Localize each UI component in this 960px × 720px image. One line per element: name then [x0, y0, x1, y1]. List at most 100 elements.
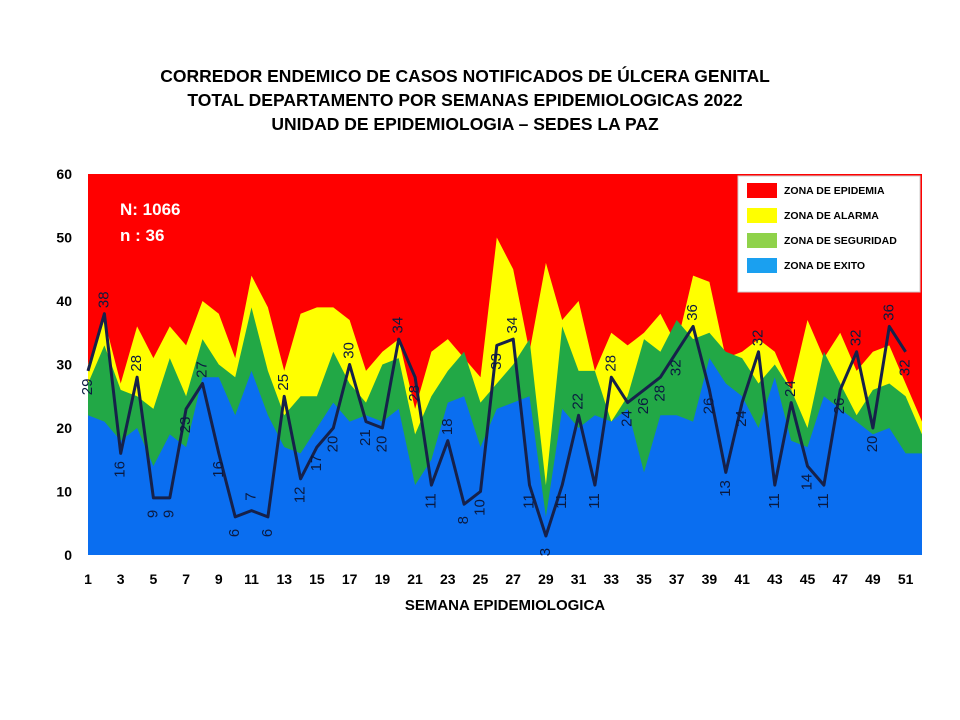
data-label: 28	[651, 385, 668, 402]
annotation-n-current: n : 36	[120, 226, 164, 245]
x-tick-label: 27	[505, 571, 521, 587]
legend-label: ZONA DE EPIDEMIA	[784, 185, 885, 197]
data-label: 26	[635, 398, 652, 415]
data-label: 24	[619, 410, 636, 427]
data-label: 11	[586, 493, 603, 509]
x-tick-label: 39	[702, 571, 718, 587]
x-axis: 1 3 5 7 9 11 13 15 17 19 21 23 25 27 29 31 33 35 37 39 41 43 4…	[84, 571, 914, 587]
x-tick-label: 1	[84, 571, 92, 587]
y-tick-label: 50	[56, 230, 72, 246]
data-label: 11	[521, 493, 538, 509]
x-tick-label: 5	[150, 571, 158, 587]
x-tick-label: 47	[832, 571, 848, 587]
data-label: 20	[324, 436, 341, 453]
chart-title-line-2: TOTAL DEPARTAMENTO POR SEMANAS EPIDEMIOL…	[187, 90, 743, 110]
cases-line	[86, 312, 907, 538]
chart-title-line-1: CORREDOR ENDEMICO DE CASOS NOTIFICADOS D…	[160, 66, 770, 86]
x-tick-label: 45	[800, 571, 816, 587]
data-label: 11	[766, 493, 783, 509]
data-label: 27	[194, 361, 211, 378]
x-tick-label: 13	[276, 571, 292, 587]
legend: ZONA DE EPIDEMIA ZONA DE ALARMA ZONA DE SE…	[737, 175, 921, 293]
data-label: 34	[504, 317, 521, 334]
data-label: 34	[390, 317, 407, 334]
annotation-n-total: N: 1066	[120, 200, 180, 219]
data-label: 28	[602, 355, 619, 372]
data-label: 13	[717, 480, 734, 497]
x-tick-label: 19	[375, 571, 391, 587]
x-tick-label: 23	[440, 571, 456, 587]
x-tick-label: 17	[342, 571, 358, 587]
data-label: 11	[422, 493, 439, 509]
x-axis-title: SEMANA EPIDEMIOLOGICA	[405, 597, 605, 614]
data-label: 23	[177, 417, 194, 434]
data-label: 38	[95, 291, 112, 308]
legend-swatch	[747, 233, 777, 248]
data-label: 22	[570, 393, 587, 410]
data-label: 32	[848, 329, 865, 346]
y-tick-label: 40	[56, 293, 72, 309]
chart-title: CORREDOR ENDEMICO DE CASOS NOTIFICADOS D…	[0, 64, 930, 136]
data-label: 24	[782, 380, 799, 397]
x-tick-label: 9	[215, 571, 223, 587]
data-label: 36	[880, 304, 897, 321]
y-tick-label: 30	[56, 357, 72, 373]
y-tick-label: 20	[56, 420, 72, 436]
data-label: 25	[275, 374, 292, 391]
x-tick-label: 37	[669, 571, 685, 587]
legend-label: ZONA DE ALARMA	[784, 210, 879, 222]
data-label: 21	[357, 429, 374, 446]
data-label: 11	[815, 493, 832, 509]
data-label: 16	[112, 461, 129, 478]
data-label: 16	[210, 461, 227, 478]
data-label: 36	[684, 304, 701, 321]
data-label: 3	[537, 548, 554, 556]
x-tick-label: 11	[244, 571, 259, 587]
data-label: 32	[897, 359, 914, 376]
data-label: 30	[341, 342, 358, 359]
data-label: 18	[439, 418, 456, 435]
data-label: 10	[471, 499, 488, 516]
data-label: 29	[79, 379, 96, 396]
x-tick-label: 31	[571, 571, 587, 587]
data-label: 26	[700, 398, 717, 415]
x-tick-label: 15	[309, 571, 325, 587]
data-label: 9	[161, 510, 178, 518]
legend-swatch	[747, 208, 777, 223]
y-axis: 0 10 20 30 40 50 60	[56, 166, 72, 563]
data-label: 6	[226, 529, 243, 537]
data-label: 33	[488, 353, 505, 370]
data-label: 7	[242, 492, 259, 500]
x-tick-label: 43	[767, 571, 783, 587]
data-label: 20	[864, 436, 881, 453]
data-label: 26	[831, 398, 848, 415]
data-label: 6	[259, 529, 276, 537]
x-tick-label: 21	[407, 571, 423, 587]
data-label: 17	[308, 455, 325, 472]
x-tick-label: 3	[117, 571, 125, 587]
data-label: 11	[553, 493, 570, 509]
data-label: 32	[749, 329, 766, 346]
legend-label: ZONA DE EXITO	[784, 260, 865, 272]
x-tick-label: 29	[538, 571, 554, 587]
y-tick-label: 0	[64, 547, 72, 563]
x-tick-label: 25	[473, 571, 489, 587]
data-label: 14	[798, 474, 815, 491]
x-tick-label: 35	[636, 571, 652, 587]
data-label: 28	[406, 385, 423, 402]
data-label: 9	[144, 510, 161, 518]
legend-swatch	[747, 258, 777, 273]
x-tick-label: 51	[898, 571, 914, 587]
legend-swatch	[747, 183, 777, 198]
data-label: 24	[733, 410, 750, 427]
x-tick-label: 49	[865, 571, 881, 587]
x-tick-label: 7	[182, 571, 190, 587]
cases-line-layer	[86, 312, 907, 538]
data-label: 28	[128, 355, 145, 372]
y-tick-label: 10	[56, 484, 72, 500]
data-label: 32	[668, 359, 685, 376]
x-tick-label: 41	[734, 571, 750, 587]
chart-title-line-3: UNIDAD DE EPIDEMIOLOGIA – SEDES LA PAZ	[271, 114, 659, 134]
data-label: 8	[455, 516, 472, 524]
